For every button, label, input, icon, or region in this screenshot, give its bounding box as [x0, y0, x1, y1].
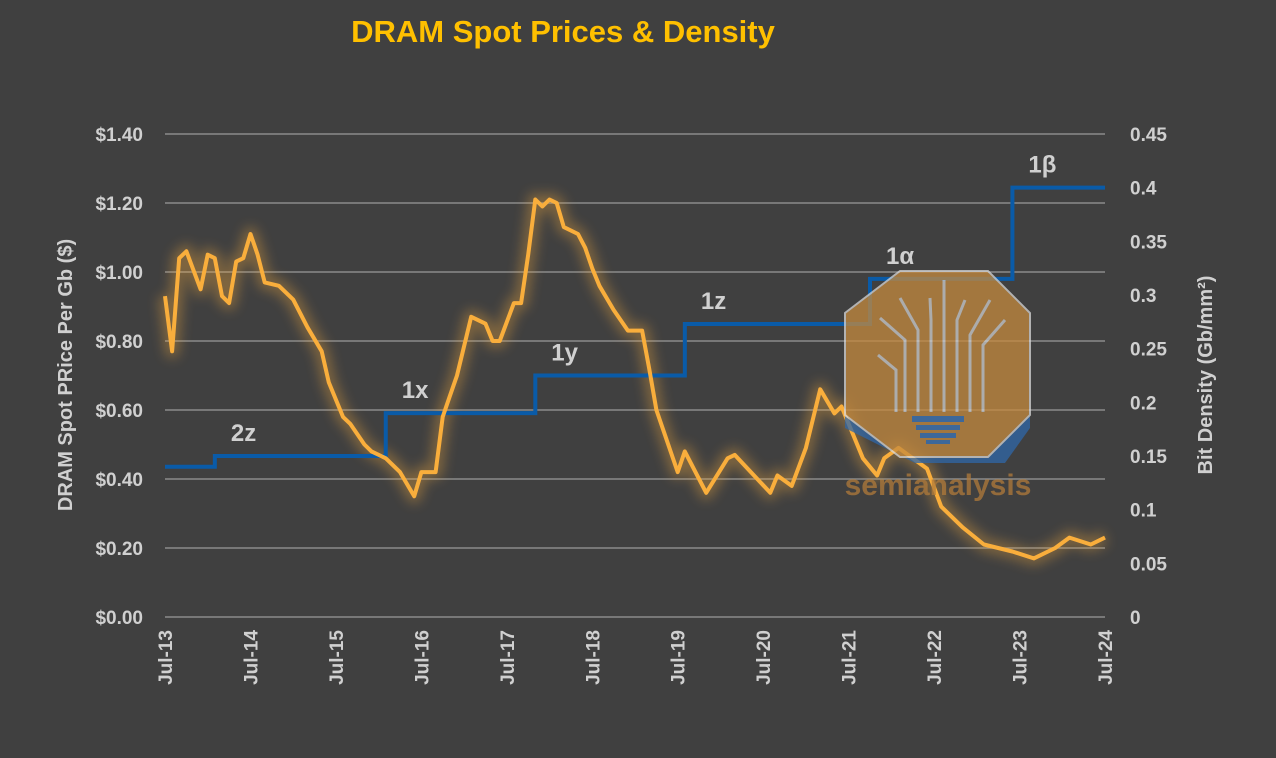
circuit-tree-icon [877, 280, 1007, 412]
y2-tick-label: 0.3 [1130, 286, 1156, 307]
x-tick-label: Jul-15 [327, 630, 348, 685]
y2-tick-label: 0.1 [1130, 501, 1157, 522]
x-tick-label: Jul-18 [583, 630, 604, 685]
y2-tick-label: 0.15 [1130, 447, 1167, 468]
chart-title: DRAM Spot Prices & Density [351, 14, 775, 49]
x-tick-label: Jul-21 [840, 630, 861, 685]
y-tick-label: $1.00 [95, 263, 143, 284]
y-tick-label: $0.60 [95, 401, 143, 422]
x-tick-label: Jul-20 [754, 630, 775, 685]
y-tick-label: $0.80 [95, 332, 143, 353]
y2-tick-label: 0.2 [1130, 393, 1156, 414]
y2-tick-label: 0.25 [1130, 340, 1167, 361]
logo-wordmark: semianalysis [845, 469, 1032, 502]
y2-tick-label: 0 [1130, 608, 1141, 629]
y-tick-label: $0.40 [95, 470, 143, 491]
node-label: 1z [701, 288, 726, 315]
node-label: 1β [1028, 152, 1056, 179]
node-label: 1y [551, 340, 578, 367]
x-tick-label: Jul-17 [498, 630, 519, 685]
node-label: 1x [402, 377, 429, 404]
x-tick-label: Jul-13 [156, 630, 177, 685]
x-tick-label: Jul-19 [669, 630, 690, 685]
y2-tick-label: 0.35 [1130, 232, 1167, 253]
node-label: 1α [886, 243, 914, 270]
x-tick-label: Jul-24 [1096, 630, 1117, 685]
y2-tick-label: 0.05 [1130, 554, 1167, 575]
semianalysis-logo: semianalysis [844, 270, 1032, 502]
y-tick-label: $1.20 [95, 194, 143, 215]
x-tick-label: Jul-23 [1011, 630, 1032, 685]
y-axis-label: DRAM Spot PRice Per Gb ($) [55, 239, 77, 511]
y2-tick-label: 0.4 [1130, 179, 1157, 200]
y2-axis-label: Bit Density (Gb/mm²) [1195, 276, 1217, 475]
y-tick-label: $1.40 [95, 125, 143, 146]
bulb-base-icon [912, 416, 964, 444]
node-label: 2z [231, 420, 256, 447]
x-tick-label: Jul-16 [412, 630, 433, 685]
y-tick-label: $0.20 [95, 539, 143, 560]
x-tick-label: Jul-14 [241, 630, 262, 685]
price-line [163, 197, 1106, 561]
y2-tick-label: 0.45 [1130, 125, 1167, 146]
y-tick-label: $0.00 [95, 608, 143, 629]
x-tick-label: Jul-22 [925, 630, 946, 685]
